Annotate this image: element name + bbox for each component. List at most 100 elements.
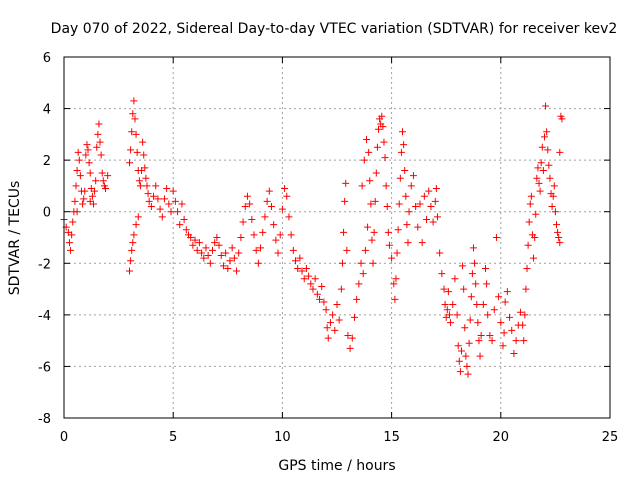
data-point [323, 324, 331, 332]
data-point [292, 257, 300, 265]
data-point [93, 143, 101, 151]
data-point [538, 143, 546, 151]
data-point [142, 174, 150, 182]
data-point [276, 231, 284, 239]
data-point [72, 182, 80, 190]
data-point [360, 156, 368, 164]
data-point [486, 331, 494, 339]
data-point [252, 246, 260, 254]
data-point [365, 148, 373, 156]
data-point [163, 185, 171, 193]
data-point [544, 146, 552, 154]
data-point [267, 203, 275, 211]
data-point [281, 185, 289, 193]
data-point [441, 301, 449, 309]
data-point [432, 185, 440, 193]
data-point [472, 280, 480, 288]
data-point [160, 195, 168, 203]
data-point [440, 285, 448, 293]
data-point [167, 208, 175, 216]
data-point [556, 239, 564, 247]
data-point [436, 249, 444, 257]
data-point [465, 339, 473, 347]
data-point [296, 254, 304, 262]
data-point [270, 221, 278, 229]
data-point [407, 182, 415, 190]
x-tick-label: 20 [493, 430, 510, 445]
data-point [316, 295, 324, 303]
data-point [536, 187, 544, 195]
data-point [206, 259, 214, 267]
data-point [343, 246, 351, 254]
x-tick-label: 25 [602, 430, 619, 445]
data-point [283, 192, 291, 200]
data-point [259, 228, 267, 236]
data-point [254, 259, 262, 267]
y-tick-label: 0 [43, 206, 51, 221]
data-point [457, 347, 465, 355]
data-point [462, 352, 470, 360]
data-point [543, 128, 551, 136]
data-point [460, 285, 468, 293]
y-tick-label: 2 [43, 154, 51, 169]
data-point [169, 187, 177, 195]
data-point [401, 166, 409, 174]
data-point [400, 141, 408, 149]
data-point [154, 195, 162, 203]
data-point [473, 301, 481, 309]
y-axis-label: SDTVAR / TECUs [7, 181, 23, 296]
data-point [362, 136, 370, 144]
data-point [550, 182, 558, 190]
data-point [198, 249, 206, 257]
data-point [467, 293, 475, 301]
data-point [359, 270, 367, 278]
data-point [133, 148, 141, 156]
data-point [305, 272, 313, 280]
data-point [139, 138, 147, 146]
data-point [372, 169, 380, 177]
x-tick-label: 15 [383, 430, 400, 445]
y-tick-label: -2 [38, 257, 51, 272]
data-point [226, 257, 234, 265]
data-point [378, 112, 386, 120]
data-point [75, 156, 83, 164]
data-point [83, 141, 91, 149]
x-tick-label: 10 [274, 430, 291, 445]
data-point [402, 192, 410, 200]
data-point [379, 123, 387, 131]
data-point [322, 306, 330, 314]
data-point [385, 241, 393, 249]
data-point [130, 231, 138, 239]
data-point [344, 331, 352, 339]
data-point [501, 298, 509, 306]
data-point [152, 182, 160, 190]
data-point [476, 352, 484, 360]
data-point [409, 172, 417, 180]
data-point [526, 200, 534, 208]
data-point [202, 244, 210, 252]
grid-lines [64, 57, 610, 418]
data-point [265, 187, 273, 195]
data-point [431, 197, 439, 205]
data-point [337, 285, 345, 293]
data-point [176, 221, 184, 229]
data-point [449, 301, 457, 309]
data-point [369, 259, 377, 267]
data-point [132, 221, 140, 229]
x-tick-labels: 0 5 10 15 20 25 [60, 430, 618, 445]
data-point [329, 311, 337, 319]
data-point [438, 270, 446, 278]
data-point [141, 164, 149, 172]
data-point [479, 301, 487, 309]
data-point [127, 146, 135, 154]
data-point [475, 337, 483, 345]
data-point [86, 169, 94, 177]
data-point [144, 190, 152, 198]
data-point [313, 290, 321, 298]
data-point [132, 130, 140, 138]
data-point [521, 311, 529, 319]
data-point [239, 218, 247, 226]
data-point [466, 316, 474, 324]
data-point [433, 213, 441, 221]
